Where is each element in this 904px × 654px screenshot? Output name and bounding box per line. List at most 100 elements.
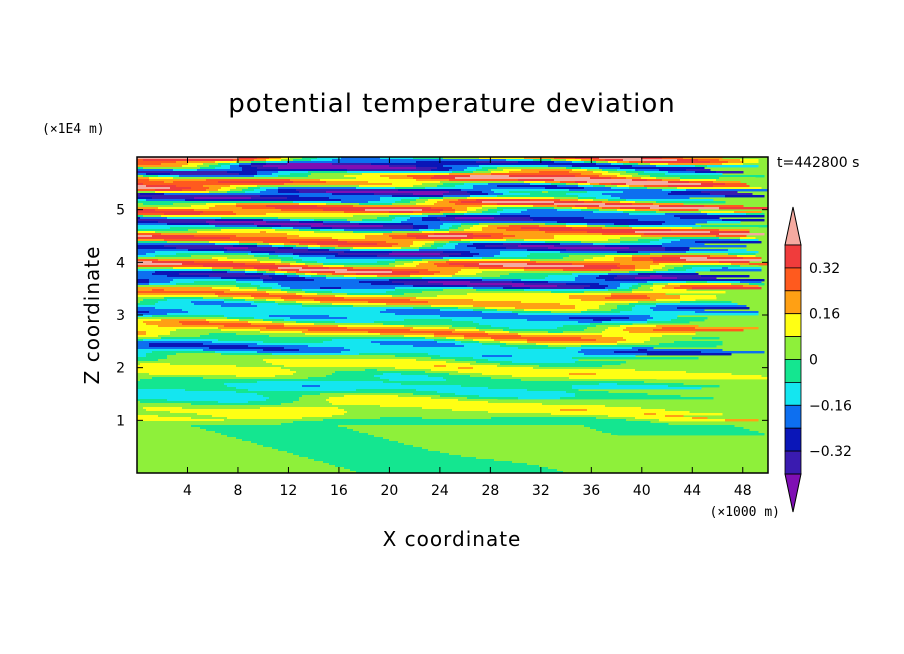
contour-cell <box>488 209 504 212</box>
contour-cell <box>194 197 252 200</box>
contour-cell <box>467 397 519 400</box>
contour-cell <box>206 179 291 182</box>
contour-cell <box>380 157 414 160</box>
contour-cell <box>209 191 228 194</box>
contour-cell <box>371 283 405 286</box>
contour-cell <box>500 213 630 216</box>
contour-cell <box>626 361 750 364</box>
contour-cell <box>320 385 462 388</box>
contour-cell <box>137 455 300 458</box>
contour-cell <box>137 179 150 182</box>
contour-cell <box>449 201 462 204</box>
contour-cell <box>416 359 456 362</box>
contour-cell <box>302 385 321 388</box>
contour-cell <box>485 245 519 248</box>
contour-cell <box>737 255 756 258</box>
contour-cell <box>413 185 438 188</box>
contour-cell <box>233 267 255 270</box>
contour-cell <box>647 179 663 182</box>
contour-cell <box>428 225 441 228</box>
contour-cell <box>707 213 747 216</box>
contour-cell <box>305 291 333 294</box>
contour-cell <box>272 447 423 450</box>
contour-cell <box>440 315 651 318</box>
contour-cell <box>263 359 417 362</box>
contour-cell <box>227 171 258 174</box>
contour-cell <box>137 459 315 462</box>
contour-cell <box>494 339 528 342</box>
contour-cell <box>137 189 156 192</box>
contour-cell <box>455 393 576 396</box>
contour-cell <box>605 225 630 228</box>
contour-cell <box>293 159 312 162</box>
contour-cell <box>239 241 264 244</box>
contour-cell <box>137 373 150 376</box>
contour-cell <box>311 227 333 230</box>
contour-cell <box>449 453 690 456</box>
contour-cell <box>467 245 486 248</box>
contour-cell <box>137 431 216 434</box>
contour-cell <box>425 243 435 246</box>
contour-cell <box>380 343 456 346</box>
contour-cell <box>455 343 483 346</box>
contour-cell <box>428 199 444 202</box>
contour-cell <box>317 157 342 160</box>
contour-cell <box>161 233 288 236</box>
contour-cell <box>137 227 171 230</box>
contour-cell <box>602 365 735 368</box>
contour-cell <box>566 159 582 162</box>
contour-cell <box>302 303 333 306</box>
contour-cell <box>614 223 663 226</box>
contour-cell <box>485 307 516 310</box>
contour-cell <box>344 347 519 350</box>
contour-cell <box>422 213 444 216</box>
contour-cell <box>251 323 285 326</box>
contour-cell <box>416 199 429 202</box>
contour-cell <box>662 189 687 192</box>
contour-cell <box>590 177 612 180</box>
contour-cell <box>512 311 552 314</box>
contour-cell <box>323 209 366 212</box>
contour-cell <box>524 309 588 312</box>
contour-cell <box>446 379 522 382</box>
contour-cell <box>137 257 213 260</box>
contour-cell <box>257 271 267 274</box>
contour-cell <box>587 309 612 312</box>
contour-cell <box>626 339 651 342</box>
contour-cell <box>236 187 249 190</box>
contour-cell <box>257 269 270 272</box>
contour-cell <box>143 183 285 186</box>
contour-cell <box>632 179 648 182</box>
contour-cell <box>284 245 297 248</box>
contour-cell <box>554 235 642 238</box>
contour-cell <box>347 171 453 174</box>
contour-cell <box>494 217 531 220</box>
contour-cell <box>518 333 696 336</box>
contour-cell <box>623 211 657 214</box>
contour-cell <box>137 335 159 338</box>
contour-cell <box>650 175 765 178</box>
contour-cell <box>170 187 192 190</box>
contour-cell <box>410 273 435 276</box>
contour-cell <box>617 175 633 178</box>
contour-cell <box>317 243 378 246</box>
contour-cell <box>497 211 522 214</box>
contour-cell <box>353 231 393 234</box>
contour-cell <box>569 373 597 376</box>
contour-cell <box>218 181 294 184</box>
contour-cell <box>470 251 501 254</box>
contour-cell <box>314 299 411 302</box>
contour-cell <box>266 399 300 402</box>
contour-cell <box>137 315 153 318</box>
contour-cell <box>539 225 567 228</box>
contour-cell <box>545 231 588 234</box>
contour-cell <box>260 277 273 280</box>
contour-cell <box>680 257 708 260</box>
contour-cell <box>572 169 588 172</box>
contour-cell <box>422 259 450 262</box>
contour-cell <box>602 233 645 236</box>
contour-cell <box>155 307 414 310</box>
contour-cell <box>641 235 717 238</box>
contour-cell <box>170 227 273 230</box>
contour-cell <box>650 337 693 340</box>
